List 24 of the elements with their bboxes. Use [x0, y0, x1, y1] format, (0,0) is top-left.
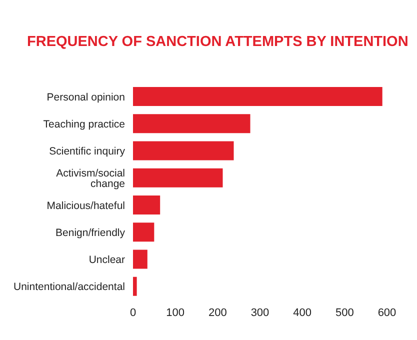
- x-tick-label: 0: [130, 306, 136, 319]
- y-tick-label: Teaching practice: [43, 118, 126, 130]
- chart-title: FREQUENCY OF SANCTION ATTEMPTS BY INTENTION: [27, 34, 408, 50]
- x-tick-label: 500: [335, 306, 354, 319]
- y-tick-label: Benign/friendly: [56, 226, 126, 239]
- x-tick-label: 400: [293, 306, 312, 319]
- y-tick-label: Unintentional/accidental: [14, 281, 125, 294]
- bar: [133, 222, 154, 242]
- bar: [133, 141, 234, 160]
- bar: [133, 87, 382, 106]
- bar: [133, 250, 148, 269]
- x-tick-label: 100: [166, 306, 185, 319]
- bar: [133, 276, 137, 296]
- x-tick-label: 300: [250, 306, 270, 319]
- y-tick-label: Scientific inquiry: [49, 146, 126, 158]
- bar: [133, 196, 160, 214]
- y-tick-label: Malicious/hateful: [46, 200, 125, 212]
- bar: [133, 114, 250, 134]
- x-tick-label: 200: [208, 306, 227, 319]
- y-tick-label: Personal opinion: [46, 91, 126, 104]
- x-tick-label: 600: [378, 306, 396, 319]
- bar: [133, 168, 223, 188]
- y-tick-label: Unclear: [88, 254, 126, 266]
- y-tick-label: Activism/social change: [56, 167, 126, 190]
